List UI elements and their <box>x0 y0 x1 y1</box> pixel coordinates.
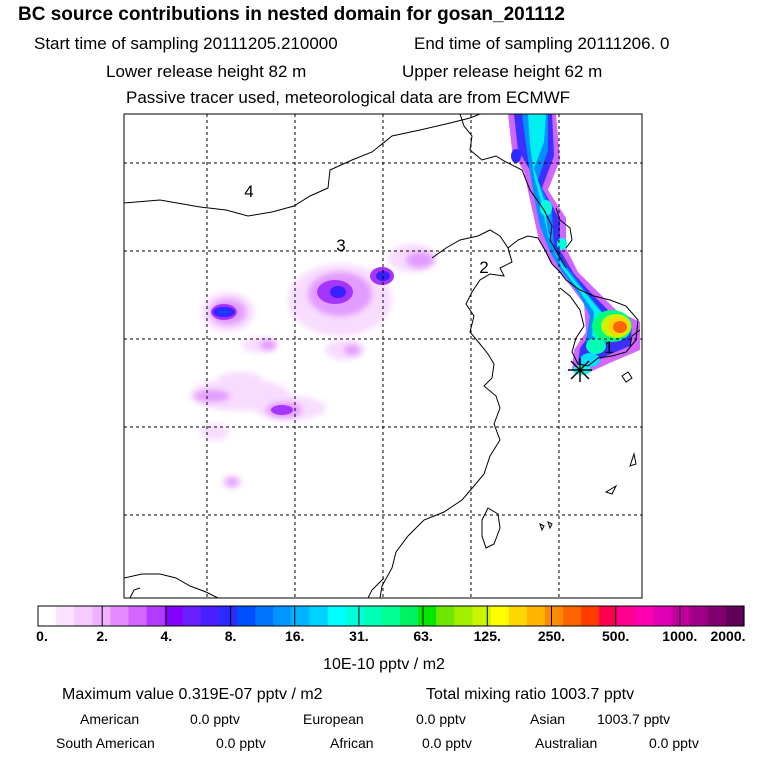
total-mixing-ratio: Total mixing ratio 1003.7 pptv <box>426 686 635 703</box>
colorbar-swatch <box>128 606 148 626</box>
south-american-label: South American <box>56 735 155 751</box>
colorbar-swatch <box>418 606 437 626</box>
end-time-label: End time of sampling 20111206. 0 <box>414 34 670 53</box>
start-time-label: Start time of sampling 20111205.210000 <box>34 34 338 53</box>
american-label: American <box>80 711 140 727</box>
colorbar-tick-label: 2000. <box>710 628 746 644</box>
upper-release-label: Upper release height 62 m <box>402 62 603 81</box>
receptor-marker-icon <box>568 358 592 382</box>
colorbar-tick-label: 4. <box>160 628 173 644</box>
colorbar-swatch <box>110 606 130 626</box>
colorbar-swatch <box>562 606 582 626</box>
plume-layer <box>190 114 640 489</box>
colorbar-swatch <box>707 606 727 626</box>
colorbar-swatch <box>255 606 274 626</box>
african-label: African <box>330 735 374 751</box>
colorbar-swatch <box>309 606 329 626</box>
colorbar-swatch <box>56 606 75 626</box>
colorbar-swatch <box>526 606 546 626</box>
south-american-value: 0.0 pptv <box>216 735 266 751</box>
plume-blue <box>514 114 632 366</box>
coastlines <box>124 114 641 598</box>
european-label: European <box>303 711 364 727</box>
colorbar-swatch <box>725 606 745 626</box>
region-label-3: 3 <box>336 236 345 255</box>
colorbar-swatch <box>291 606 311 626</box>
colorbar-tick-label: 1000. <box>662 628 698 644</box>
colorbar-swatch <box>472 606 492 626</box>
colorbar-tick-label: 125. <box>473 628 501 644</box>
colorbar-swatch <box>164 606 184 626</box>
colorbar-swatch <box>273 606 293 626</box>
american-value: 0.0 pptv <box>190 711 240 727</box>
asian-value: 1003.7 pptv <box>597 711 671 727</box>
colorbar-tick-label: 500. <box>602 628 630 644</box>
colorbar-tick-label: 250. <box>537 628 566 644</box>
colorbar-swatch <box>581 606 600 626</box>
colorbar-swatch <box>182 606 202 626</box>
colorbar-swatch <box>689 606 709 626</box>
map-frame <box>123 113 643 599</box>
asian-label: Asian <box>530 711 566 727</box>
region-label-1: 1 <box>604 338 613 357</box>
colorbar-tick-label: 16. <box>284 628 305 644</box>
colorbar-swatch <box>74 606 93 626</box>
colorbar-swatch <box>617 606 636 626</box>
colorbar-swatch <box>635 606 655 626</box>
colorbar-tick-label: 63. <box>413 628 433 644</box>
australian-label: Australian <box>535 735 598 751</box>
colorbar-tick-label: 2. <box>96 628 109 644</box>
african-value: 0.0 pptv <box>422 735 472 751</box>
australian-value: 0.0 pptv <box>649 735 699 751</box>
lower-release-label: Lower release height 82 m <box>106 62 307 81</box>
colorbar-swatch <box>400 606 419 626</box>
colorbar-swatch <box>92 606 112 626</box>
colorbar-swatch <box>508 606 528 626</box>
colorbar-swatch <box>671 606 691 626</box>
colorbar <box>37 605 745 627</box>
colorbar-tick-label: 8. <box>224 628 237 644</box>
colorbar-swatch <box>200 606 220 626</box>
colorbar-swatch <box>219 606 238 626</box>
colorbar-swatch <box>454 606 474 626</box>
chart-title: BC source contributions in nested domain… <box>18 4 565 25</box>
colorbar-tick-label: 0. <box>36 628 48 644</box>
colorbar-swatch <box>237 606 256 626</box>
colorbar-units: 10E-10 pptv / m2 <box>323 656 445 673</box>
maximum-value: Maximum value 0.319E-07 pptv / m2 <box>62 686 323 703</box>
graticule <box>124 114 642 598</box>
colorbar-frame <box>37 605 745 627</box>
colorbar-swatch <box>327 606 347 626</box>
colorbar-swatch <box>345 606 365 626</box>
colorbar-swatch <box>490 606 510 626</box>
european-value: 0.0 pptv <box>416 711 466 727</box>
colorbar-swatch <box>381 606 401 626</box>
colorbar-swatch <box>653 606 673 626</box>
colorbar-swatch <box>38 606 57 626</box>
region-label-4: 4 <box>244 182 253 201</box>
colorbar-swatch <box>599 606 618 626</box>
colorbar-tick-label: 31. <box>349 628 369 644</box>
colorbar-swatch <box>146 606 166 626</box>
colorbar-swatch <box>436 606 455 626</box>
colorbar-swatch <box>363 606 383 626</box>
colorbar-swatch <box>544 606 564 626</box>
tracer-note: Passive tracer used, meteorological data… <box>126 88 571 107</box>
region-label-2: 2 <box>479 258 488 277</box>
